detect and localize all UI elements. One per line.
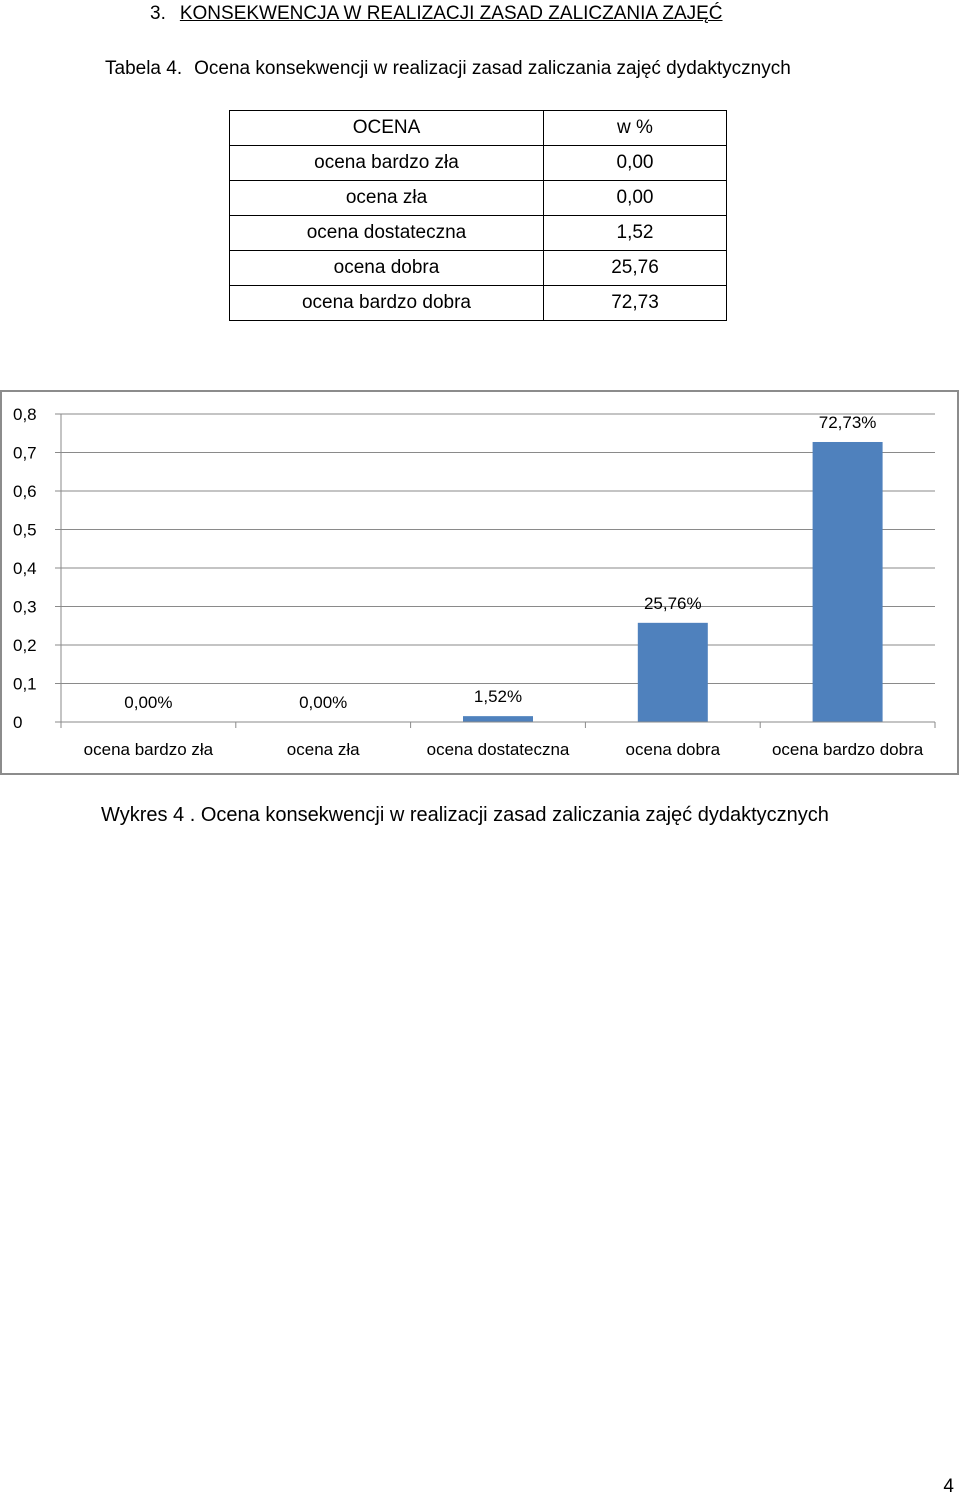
- table-row: ocena zła 0,00: [229, 180, 727, 216]
- y-tick-label: 0,1: [13, 675, 37, 694]
- table-caption-label: Tabela 4.: [105, 58, 183, 79]
- data-label: 25,76%: [644, 594, 702, 613]
- bar: [463, 716, 533, 722]
- y-tick-label: 0,4: [13, 559, 37, 578]
- data-label: 72,73%: [819, 413, 877, 432]
- y-tick-label: 0,3: [13, 598, 37, 617]
- x-tick-label: ocena dobra: [626, 740, 721, 759]
- table-cell-label: ocena bardzo dobra: [229, 285, 544, 321]
- data-label: 0,00%: [124, 693, 172, 712]
- table-header-row: OCENA w %: [229, 110, 727, 146]
- y-tick-label: 0,2: [13, 636, 37, 655]
- y-tick-label: 0,6: [13, 482, 37, 501]
- table-caption-text: Ocena konsekwencji w realizacji zasad za…: [194, 58, 791, 79]
- table-row: ocena dostateczna 1,52: [229, 215, 727, 251]
- table-row: ocena bardzo zła 0,00: [229, 145, 727, 181]
- table-cell-label: ocena dobra: [229, 250, 544, 286]
- table-cell-label: ocena zła: [229, 180, 544, 216]
- table-header-grade: OCENA: [229, 110, 544, 146]
- section-number: 3.: [150, 3, 166, 24]
- data-label: 1,52%: [474, 687, 522, 706]
- table-cell-value: 72,73: [543, 285, 727, 321]
- bar-chart-svg: 0 0,1 0,2 0,3 0,4 0,5 0,6 0,7 0,8 0,00% ocena bard…: [0, 390, 959, 775]
- table-caption: Tabela 4. Ocena konsekwencji w realizacji…: [105, 58, 791, 80]
- chart-caption: Wykres 4 . Ocena konsekwencji w realizac…: [101, 804, 829, 826]
- section-title: KONSEKWENCJA W REALIZACJI ZASAD ZALICZAN…: [179, 3, 723, 24]
- bar-chart: 0 0,1 0,2 0,3 0,4 0,5 0,6 0,7 0,8 0,00% ocena bard…: [0, 390, 960, 776]
- table-cell-value: 1,52: [543, 215, 727, 251]
- table-row: ocena bardzo dobra 72,73: [229, 285, 727, 321]
- grades-table: OCENA w % ocena bardzo zła 0,00 ocena zł…: [229, 110, 727, 321]
- table-row: ocena dobra 25,76: [229, 250, 727, 286]
- page-number: 4: [943, 1476, 954, 1497]
- data-label: 0,00%: [299, 693, 347, 712]
- table-cell-label: ocena dostateczna: [229, 215, 544, 251]
- bar: [637, 622, 708, 722]
- x-tick-label: ocena dostateczna: [427, 740, 570, 759]
- table-cell-label: ocena bardzo zła: [229, 145, 544, 181]
- chart-frame: [0, 390, 959, 775]
- y-tick-label: 0,8: [13, 405, 37, 424]
- y-tick-label: 0,7: [13, 444, 37, 463]
- table-cell-value: 0,00: [543, 145, 727, 181]
- x-tick-label: ocena bardzo dobra: [772, 740, 924, 759]
- x-tick-label: ocena zła: [287, 740, 360, 759]
- table-cell-value: 0,00: [543, 180, 727, 216]
- bar: [812, 441, 883, 722]
- y-tick-label: 0: [13, 713, 22, 732]
- table-header-percent: w %: [543, 110, 727, 146]
- section-heading: 3. KONSEKWENCJA W REALIZACJI ZASAD ZALICZ…: [150, 3, 723, 25]
- y-tick-label: 0,5: [13, 521, 37, 540]
- table-cell-value: 25,76: [543, 250, 727, 286]
- x-tick-label: ocena bardzo zła: [84, 740, 214, 759]
